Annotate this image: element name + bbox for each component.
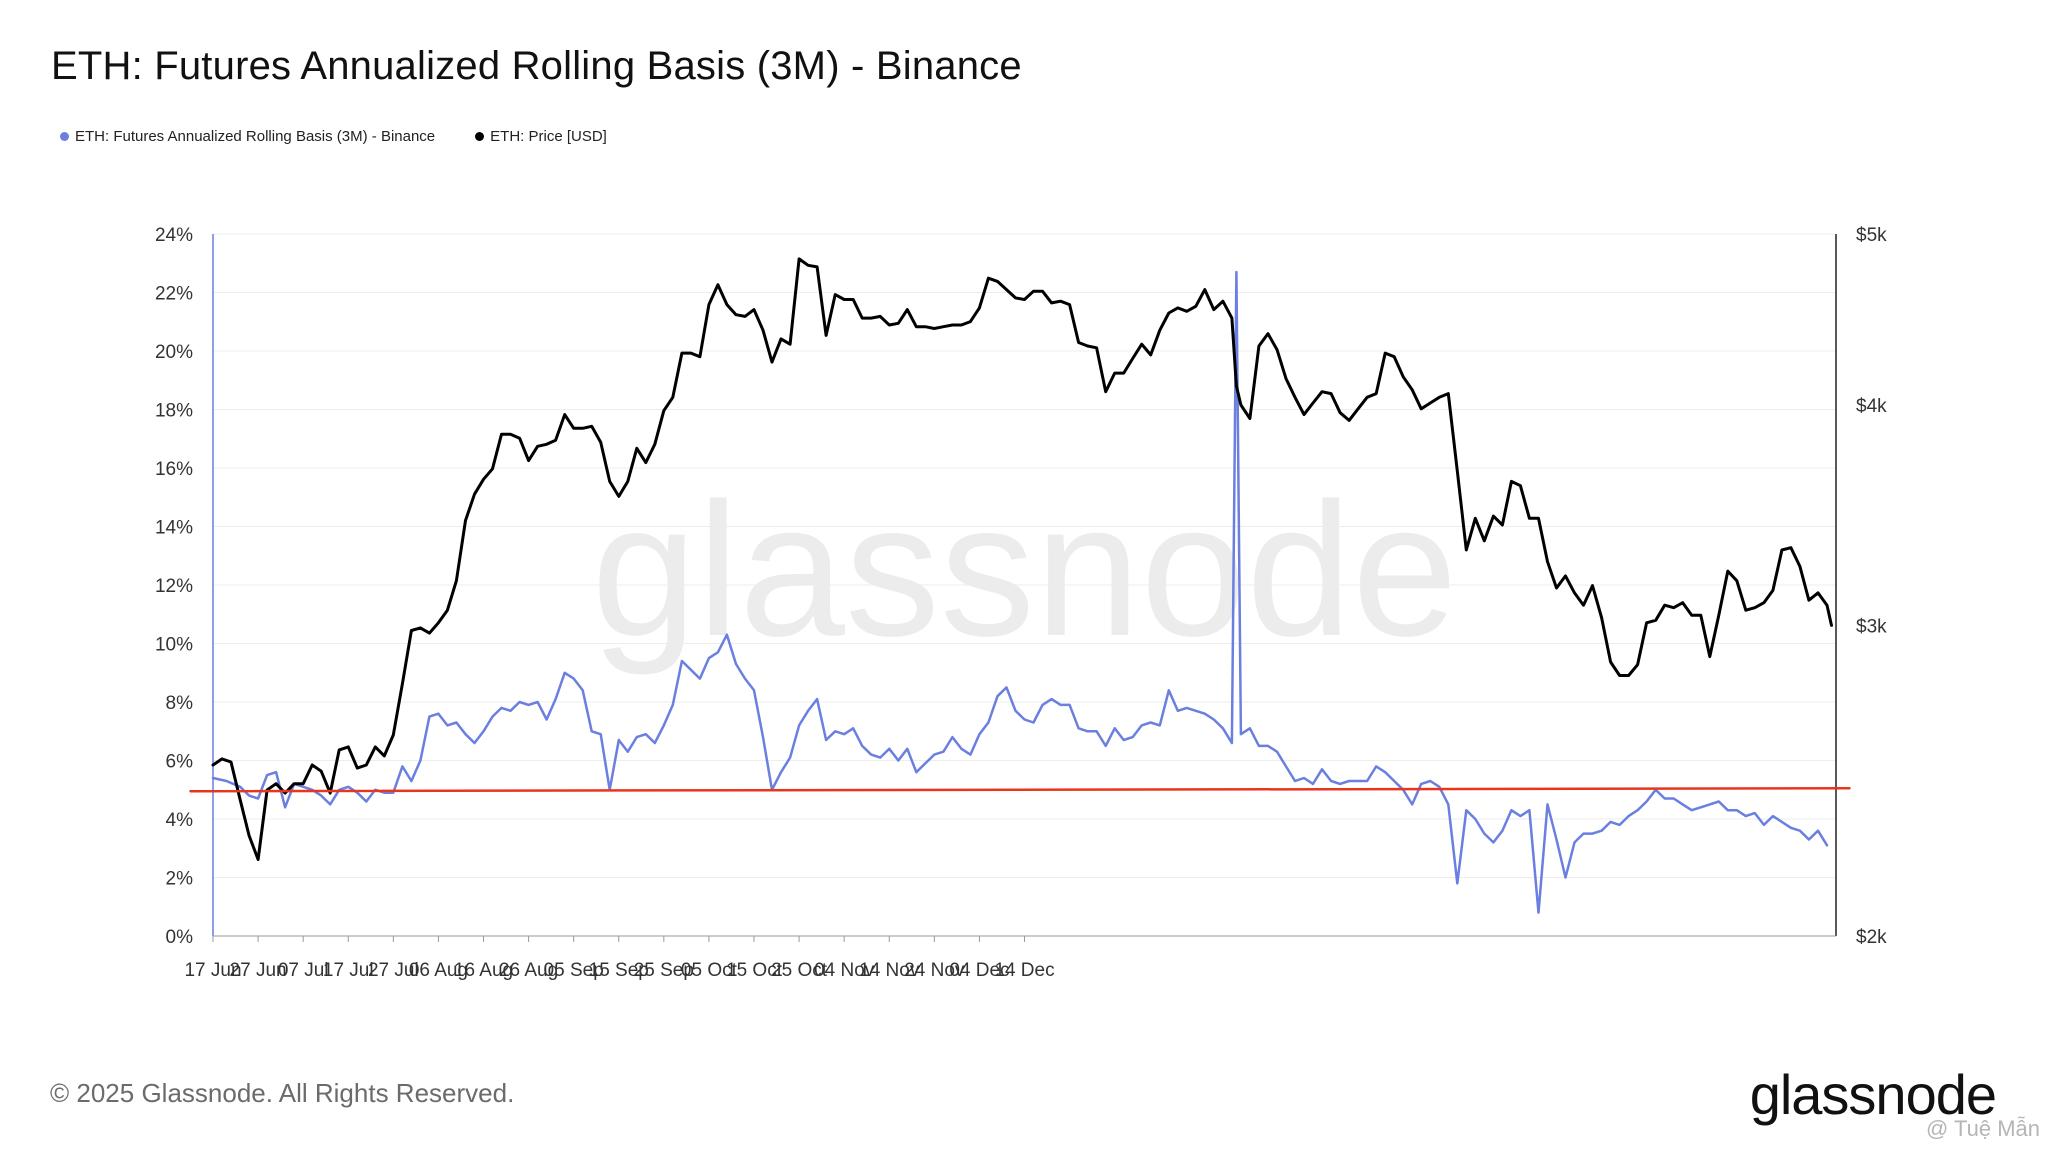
x-tick-label: 15 Sep [589, 960, 649, 981]
legend-label-basis: ETH: Futures Annualized Rolling Basis (3… [75, 128, 436, 145]
x-tick-label: 17 Jun [184, 960, 241, 981]
y-left-tick-label: 16% [155, 459, 193, 480]
y-left-tick-label: 22% [155, 284, 193, 305]
x-tick-label: 05 Oct [681, 960, 738, 981]
legend-label-price: ETH: Price [USD] [490, 128, 607, 145]
watermark-credit: @ Tuệ Mẫn [1925, 1116, 2040, 1141]
x-tick-label: 04 Nov [814, 960, 875, 981]
y-left-tick-label: 24% [155, 225, 193, 246]
copyright-notice: © 2025 Glassnode. All Rights Reserved. [50, 1078, 515, 1108]
y-left-tick-label: 10% [155, 635, 193, 656]
x-tick-label: 24 Nov [904, 960, 965, 981]
watermark: glassnode [591, 464, 1457, 676]
y-left-tick-label: 0% [166, 927, 194, 948]
y-left-tick-label: 18% [155, 401, 193, 422]
price-line [211, 257, 1833, 861]
chart-title: ETH: Futures Annualized Rolling Basis (3… [51, 44, 1022, 88]
x-tick-label: 04 Dec [949, 960, 1009, 981]
y-right-tick-label: $5k [1856, 225, 1887, 246]
x-tick-label: 05 Sep [544, 960, 604, 981]
y-left-tick-label: 6% [166, 752, 194, 773]
x-tick-label: 16 Aug [454, 960, 513, 981]
series-lines [189, 257, 1851, 914]
x-tick-label: 15 Oct [726, 960, 783, 981]
legend-item-price[interactable]: ETH: Price [USD] [475, 128, 607, 145]
y-right-tick-label: $3k [1856, 616, 1887, 637]
y-left-tick-label: 20% [155, 342, 193, 363]
legend-item-basis[interactable]: ETH: Futures Annualized Rolling Basis (3… [60, 128, 435, 145]
gridlines [213, 233, 1836, 937]
y-left-tick-label: 2% [166, 869, 194, 890]
legend-marker-basis [60, 132, 69, 141]
reference-line [189, 787, 1851, 793]
glassnode-logo: glassnode [1749, 1063, 1997, 1126]
x-tick-label: 07 Jul [278, 960, 329, 981]
legend-marker-price [475, 132, 485, 141]
x-tick-label: 26 Aug [499, 960, 558, 981]
x-tick-label: 25 Oct [771, 960, 828, 981]
y-right-tick-label: $2k [1856, 927, 1887, 948]
x-tick-label: 27 Jul [368, 960, 419, 981]
y-left-tick-label: 8% [166, 693, 194, 714]
x-tick-label: 25 Sep [634, 960, 694, 981]
axes: 0% 2% 4% 6% 8% 10% 12% 14% 16% 18% 20% 22% 24% $2k $3k… [155, 225, 1887, 981]
y-right-tick-label: $4k [1856, 396, 1887, 417]
x-tick-label: 27 Jun [230, 960, 287, 981]
x-tick-label: 17 Jul [323, 960, 374, 981]
basis-line [211, 270, 1829, 914]
y-left-tick-label: 4% [166, 810, 194, 831]
y-left-tick-label: 14% [155, 518, 193, 539]
y-left-tick-label: 12% [155, 576, 193, 597]
x-tick-label: 06 Aug [409, 960, 468, 981]
chart-legend: ETH: Futures Annualized Rolling Basis (3… [60, 128, 607, 145]
x-tick-label: 14 Dec [994, 960, 1054, 981]
x-tick-label: 14 Nov [859, 960, 920, 981]
